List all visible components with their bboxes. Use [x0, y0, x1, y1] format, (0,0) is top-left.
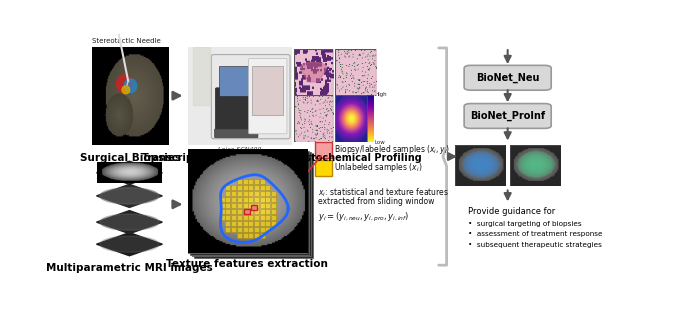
Text: Surgical Biopsies: Surgical Biopsies: [80, 153, 181, 163]
FancyBboxPatch shape: [464, 104, 551, 128]
Text: Multiparametric MRI images: Multiparametric MRI images: [46, 263, 213, 273]
FancyBboxPatch shape: [188, 149, 307, 253]
Text: Unlabeled samples $(x_i)$: Unlabeled samples $(x_i)$: [334, 161, 422, 174]
Text: High: High: [375, 92, 388, 97]
Text: $x_i$: statistical and texture features: $x_i$: statistical and texture features: [318, 186, 449, 199]
Text: $y_i = (y_{i,neu}, y_{i,pro}, y_{i,inf})$: $y_i = (y_{i,neu}, y_{i,pro}, y_{i,inf})…: [318, 211, 409, 224]
Text: BioNet_ProInf: BioNet_ProInf: [470, 111, 545, 121]
Text: Provide guidance for: Provide guidance for: [468, 207, 555, 216]
Text: •  assessment of treatment response: • assessment of treatment response: [468, 231, 602, 237]
FancyBboxPatch shape: [194, 154, 313, 258]
FancyBboxPatch shape: [315, 160, 332, 176]
FancyBboxPatch shape: [192, 152, 311, 256]
Text: Leica SCN400: Leica SCN400: [218, 147, 261, 152]
Text: Transcriptomic and Immunohistochemical Profiling: Transcriptomic and Immunohistochemical P…: [142, 153, 422, 163]
Text: •  surgical targeting of biopsies: • surgical targeting of biopsies: [468, 220, 582, 227]
FancyBboxPatch shape: [464, 65, 551, 90]
FancyBboxPatch shape: [315, 142, 332, 158]
Text: •  subsequent therapeutic strategies: • subsequent therapeutic strategies: [468, 242, 601, 248]
Text: Biopsy/labeled samples $(x_i, y_i)$: Biopsy/labeled samples $(x_i, y_i)$: [334, 143, 449, 156]
Text: Low: Low: [375, 140, 386, 145]
Text: BioNet_Neu: BioNet_Neu: [476, 73, 539, 83]
Text: Texture features extraction: Texture features extraction: [166, 259, 328, 269]
Text: Stereotactic Needle: Stereotactic Needle: [92, 38, 161, 44]
Text: Cell Density: Cell Density: [369, 104, 374, 136]
Text: extracted from sliding window: extracted from sliding window: [318, 197, 434, 206]
FancyBboxPatch shape: [190, 151, 309, 255]
